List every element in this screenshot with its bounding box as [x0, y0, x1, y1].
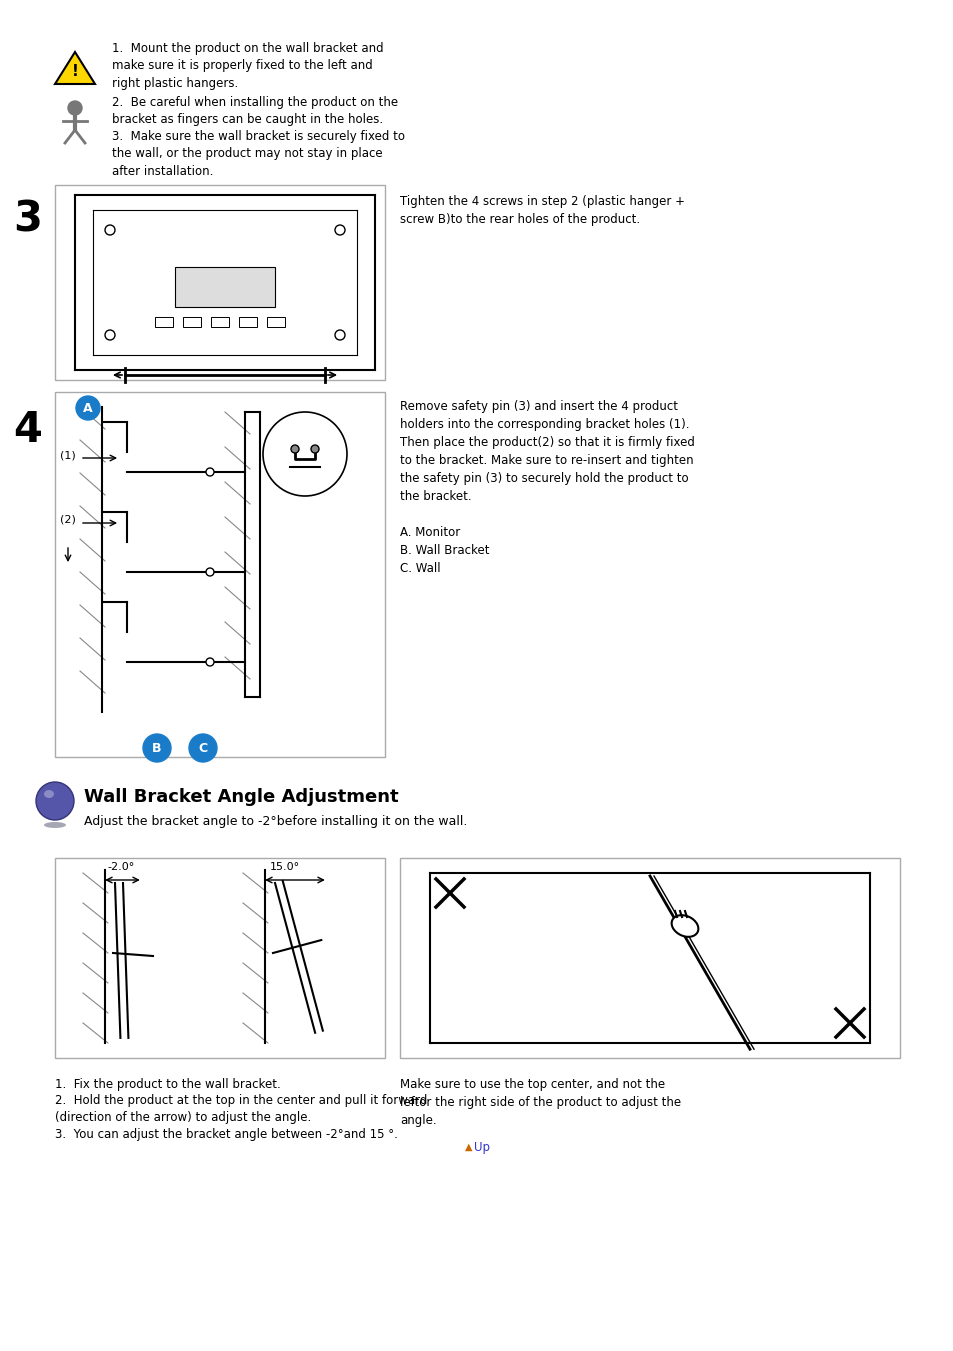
- Text: Remove safety pin (3) and insert the 4 product
holders into the corresponding br: Remove safety pin (3) and insert the 4 p…: [399, 400, 694, 576]
- FancyBboxPatch shape: [55, 392, 385, 757]
- Text: 3.  You can adjust the bracket angle between -2°and 15 °.: 3. You can adjust the bracket angle betw…: [55, 1128, 397, 1142]
- Text: Up: Up: [474, 1140, 490, 1154]
- Circle shape: [206, 567, 213, 576]
- Ellipse shape: [44, 790, 54, 798]
- Text: ▲: ▲: [464, 1142, 472, 1152]
- Text: 4: 4: [13, 409, 42, 451]
- Text: B: B: [152, 742, 162, 754]
- Circle shape: [263, 412, 347, 496]
- Text: Adjust the bracket angle to -2°before installing it on the wall.: Adjust the bracket angle to -2°before in…: [84, 815, 467, 828]
- Text: 3: 3: [281, 428, 289, 442]
- Text: 1.  Mount the product on the wall bracket and
make sure it is properly fixed to : 1. Mount the product on the wall bracket…: [112, 42, 383, 91]
- Circle shape: [68, 101, 82, 115]
- Text: C: C: [198, 742, 208, 754]
- Text: Tighten the 4 screws in step 2 (plastic hanger +
screw B)to the rear holes of th: Tighten the 4 screws in step 2 (plastic …: [399, 195, 684, 226]
- Circle shape: [335, 330, 345, 340]
- Circle shape: [143, 734, 171, 762]
- Circle shape: [76, 396, 100, 420]
- Polygon shape: [55, 51, 95, 84]
- Circle shape: [311, 444, 318, 453]
- Text: 3: 3: [13, 199, 43, 240]
- Text: A: A: [83, 401, 92, 415]
- Text: 3.  Make sure the wall bracket is securely fixed to
the wall, or the product may: 3. Make sure the wall bracket is securel…: [112, 130, 405, 178]
- Text: 1.  Fix the product to the wall bracket.: 1. Fix the product to the wall bracket.: [55, 1078, 280, 1092]
- Circle shape: [105, 226, 115, 235]
- FancyBboxPatch shape: [55, 185, 385, 380]
- FancyBboxPatch shape: [174, 267, 274, 307]
- Circle shape: [335, 226, 345, 235]
- Circle shape: [206, 467, 213, 476]
- Text: -2.0°: -2.0°: [107, 862, 134, 871]
- FancyBboxPatch shape: [55, 858, 385, 1058]
- Text: !: !: [71, 63, 78, 78]
- Text: 2.  Hold the product at the top in the center and pull it forward
(direction of : 2. Hold the product at the top in the ce…: [55, 1094, 427, 1124]
- FancyBboxPatch shape: [239, 317, 256, 327]
- Circle shape: [105, 330, 115, 340]
- Text: Wall Bracket Angle Adjustment: Wall Bracket Angle Adjustment: [84, 788, 398, 807]
- Ellipse shape: [671, 915, 698, 936]
- Circle shape: [291, 444, 298, 453]
- Text: 15.0°: 15.0°: [270, 862, 300, 871]
- Text: 2.  Be careful when installing the product on the
bracket as fingers can be caug: 2. Be careful when installing the produc…: [112, 96, 397, 127]
- FancyBboxPatch shape: [211, 317, 229, 327]
- FancyBboxPatch shape: [267, 317, 285, 327]
- Text: (2): (2): [60, 515, 76, 526]
- FancyBboxPatch shape: [399, 858, 899, 1058]
- Circle shape: [206, 658, 213, 666]
- FancyBboxPatch shape: [154, 317, 172, 327]
- Circle shape: [189, 734, 216, 762]
- FancyBboxPatch shape: [183, 317, 201, 327]
- Ellipse shape: [44, 821, 66, 828]
- Circle shape: [36, 782, 74, 820]
- Text: Make sure to use the top center, and not the
leftor the right side of the produc: Make sure to use the top center, and not…: [399, 1078, 680, 1127]
- Text: (1): (1): [60, 450, 76, 459]
